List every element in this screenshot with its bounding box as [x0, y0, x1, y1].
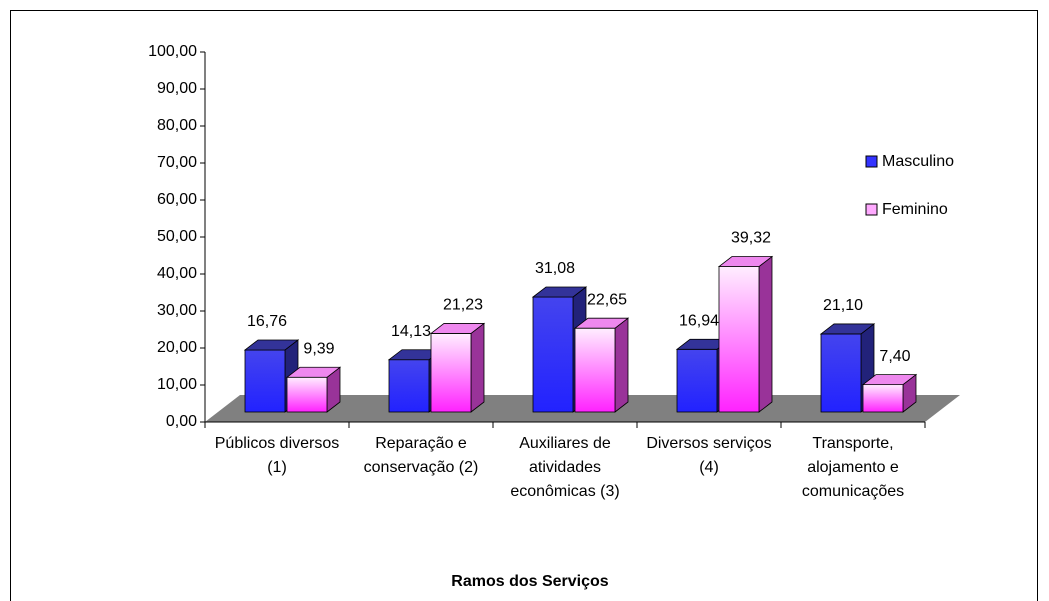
x-axis-title: Ramos dos Serviços [451, 573, 609, 590]
y-tick-label: 0,00 [166, 413, 197, 430]
y-tick-label: 100,00 [148, 43, 197, 60]
y-tick-label: 60,00 [157, 191, 197, 208]
value-label: 22,65 [587, 291, 627, 308]
y-tick-label: 70,00 [157, 154, 197, 171]
legend-swatch [865, 155, 878, 168]
bar-side [470, 322, 485, 413]
bar-front [574, 327, 616, 413]
value-label: 14,13 [391, 323, 431, 340]
bar-top [861, 374, 918, 386]
value-label: 9,39 [303, 340, 334, 357]
bar-front [718, 266, 760, 413]
legend-swatch [865, 203, 878, 216]
chart-frame [10, 10, 1038, 601]
legend-label: Feminino [882, 201, 948, 218]
bar-top [573, 317, 630, 329]
x-tick-label: Transporte, alojamento e comunicações [801, 435, 905, 500]
value-label: 31,08 [535, 260, 575, 277]
legend-label: Masculino [882, 153, 954, 170]
x-tick-label: Diversos serviços (4) [646, 435, 772, 476]
bar-top [717, 256, 774, 267]
bar-front [676, 348, 718, 413]
bar-top [285, 366, 342, 378]
bar-front [820, 333, 862, 413]
bar [861, 373, 918, 413]
bar [429, 322, 486, 413]
bar [285, 366, 342, 413]
x-tick-label: Auxiliares de atividades econômicas (3) [510, 435, 620, 500]
value-label: 16,76 [247, 313, 287, 330]
bar-front [388, 359, 430, 413]
bar-side [758, 255, 773, 413]
bar-front [286, 376, 328, 413]
bar-front [862, 384, 904, 413]
bar-top [243, 339, 300, 351]
bar-side [614, 317, 629, 413]
y-tick-label: 80,00 [157, 117, 197, 134]
y-tick-label: 30,00 [157, 302, 197, 319]
bar-top [429, 323, 486, 334]
x-tick-label: Públicos diversos (1) [214, 435, 340, 476]
y-tick-label: 50,00 [157, 228, 197, 245]
bar-front [532, 296, 574, 413]
bar [717, 255, 774, 413]
bar-top [531, 286, 588, 298]
value-label: 39,32 [731, 230, 771, 247]
bar-top [819, 323, 876, 335]
value-label: 21,23 [443, 297, 483, 314]
x-tick-label: Reparação e conservação (2) [363, 435, 479, 476]
y-tick-label: 90,00 [157, 80, 197, 97]
bar [573, 317, 630, 413]
y-tick-label: 20,00 [157, 339, 197, 356]
bar-front [244, 349, 286, 413]
bar-front [430, 333, 472, 413]
y-tick-label: 40,00 [157, 265, 197, 282]
value-label: 21,10 [823, 297, 863, 314]
value-label: 16,94 [679, 313, 719, 330]
y-tick-label: 10,00 [157, 376, 197, 393]
value-label: 7,40 [879, 348, 910, 365]
